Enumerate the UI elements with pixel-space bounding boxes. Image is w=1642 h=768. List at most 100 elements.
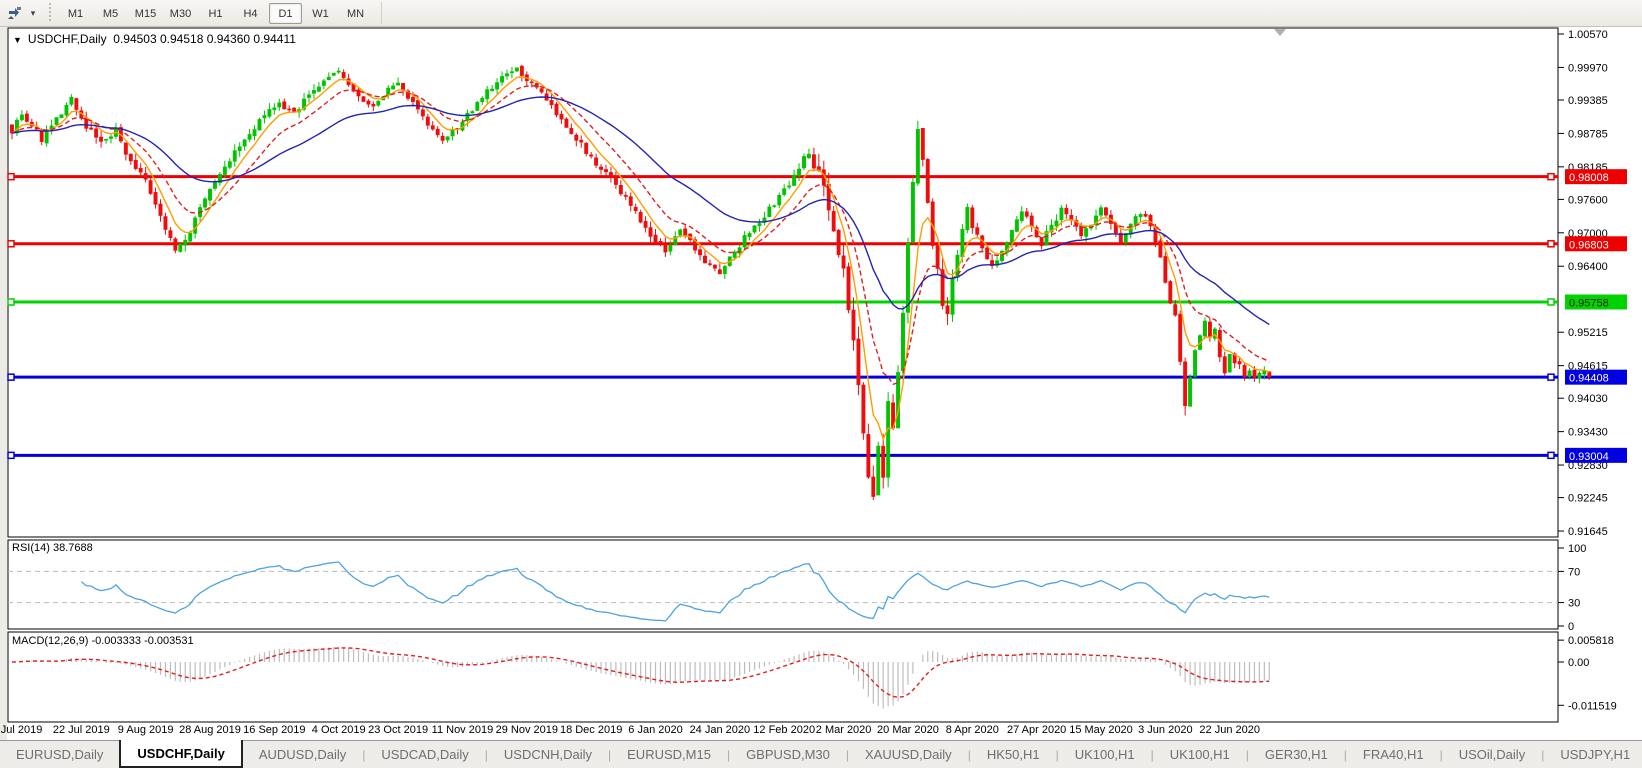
candle-body <box>282 101 287 110</box>
candle-body <box>391 85 396 90</box>
candle-body <box>539 88 544 93</box>
candle-body <box>901 312 905 372</box>
tab-eurusd-m15[interactable]: EURUSD,M15 <box>627 747 711 762</box>
line-handle[interactable] <box>1547 451 1555 460</box>
price-tick-label: 0.94615 <box>1568 361 1608 373</box>
tab-eurusd-daily[interactable]: EURUSD,Daily <box>16 747 104 762</box>
candle-body <box>925 159 930 203</box>
candle-body <box>693 239 698 251</box>
line-handle[interactable] <box>1547 240 1555 248</box>
candle-body <box>148 180 153 194</box>
candle-body <box>717 269 722 275</box>
timeframe-button-h4[interactable]: H4 <box>243 7 258 20</box>
candle-body <box>1227 354 1232 373</box>
tab-usdchf-daily[interactable]: USDCHF,Daily <box>119 740 243 768</box>
candle-body <box>712 264 717 269</box>
candle-body <box>861 384 866 434</box>
line-handle[interactable] <box>7 373 15 381</box>
candle-body <box>1212 328 1217 339</box>
line-handle[interactable] <box>1547 373 1555 381</box>
dropdown-arrow-icon[interactable]: ▾ <box>30 7 36 18</box>
candle-body <box>74 98 79 110</box>
tab-audusd-daily[interactable]: AUDUSD,Daily <box>258 747 347 762</box>
toolbar-grip[interactable] <box>47 3 52 23</box>
tab-gbpusd-m30[interactable]: GBPUSD,M30 <box>746 747 830 762</box>
candle-body <box>307 94 311 98</box>
candle-body <box>604 169 608 173</box>
line-handle[interactable] <box>7 240 15 248</box>
candle-body <box>128 153 133 162</box>
candle-body <box>910 181 915 243</box>
candle-body <box>1257 372 1262 379</box>
candle-body <box>584 142 589 154</box>
tab-xauusd-daily[interactable]: XAUUSD,Daily <box>865 747 952 762</box>
price-tick-label: 0.98785 <box>1568 128 1608 140</box>
line-price-badge <box>1565 169 1627 185</box>
line-handle[interactable] <box>7 451 15 460</box>
symbol-name: USDCHF,Daily <box>27 32 107 46</box>
candle-body <box>321 80 326 86</box>
tab-usoil-daily[interactable]: USOil,Daily <box>1458 747 1526 762</box>
candle-body <box>341 72 346 78</box>
candle-body <box>623 195 628 197</box>
candle-body <box>1084 228 1089 237</box>
chart-shift-marker-icon[interactable] <box>1274 29 1286 36</box>
candle-body <box>158 203 163 216</box>
tab-hk50-h1[interactable]: HK50,H1 <box>986 747 1040 762</box>
timeframe-button-mn[interactable]: MN <box>346 7 365 20</box>
candle-body <box>569 128 574 134</box>
candle-body <box>777 194 782 206</box>
candle-body <box>1000 250 1004 262</box>
price-tick-label: 0.95215 <box>1568 327 1608 339</box>
tab-uk100-h1[interactable]: UK100,H1 <box>1074 747 1135 762</box>
candle-body <box>1009 230 1014 244</box>
candle-body <box>564 118 569 128</box>
macd-panel-frame <box>7 631 1559 723</box>
collapse-triangle-icon[interactable]: ▼ <box>13 35 22 45</box>
date-label: 27 Apr 2020 <box>1006 724 1067 736</box>
timeframe-button-m15[interactable]: M15 <box>134 7 157 20</box>
line-handle[interactable] <box>7 172 15 181</box>
candle-body <box>648 227 653 237</box>
tab-ger30-h1[interactable]: GER30,H1 <box>1264 747 1328 762</box>
candle-body <box>1158 240 1163 258</box>
candle-body <box>975 227 980 235</box>
candle-body <box>1247 370 1252 377</box>
candle-body <box>44 130 49 144</box>
candle-body <box>1123 233 1128 243</box>
candle-body <box>1222 356 1227 374</box>
line-handle[interactable] <box>7 298 15 306</box>
candle-body <box>1252 369 1257 379</box>
timeframe-button-w1[interactable]: W1 <box>312 7 329 20</box>
candle-body <box>302 98 307 110</box>
timeframe-button-m1[interactable]: M1 <box>67 7 84 20</box>
candle-body <box>252 129 257 137</box>
symbol-ohlc-info[interactable]: ▼ USDCHF,Daily 0.94503 0.94518 0.94360 0.… <box>13 32 296 46</box>
candle-body <box>366 100 371 105</box>
mid-ma-line <box>11 85 1270 386</box>
macd-tick-label: 0.00 <box>1568 657 1589 669</box>
candle-body <box>1024 211 1029 217</box>
timeframe-button-h1[interactable]: H1 <box>208 7 223 20</box>
tab-uk100-h1[interactable]: UK100,H1 <box>1169 747 1230 762</box>
candle-body <box>846 266 851 311</box>
candle-body <box>628 196 633 206</box>
tab-usdcnh-daily[interactable]: USDCNH,Daily <box>503 747 593 762</box>
line-handle[interactable] <box>1547 298 1555 306</box>
chart-windows-icon[interactable] <box>5 3 27 23</box>
timeframe-button-m5[interactable]: M5 <box>102 7 119 20</box>
candle-body <box>465 112 470 121</box>
tab-usdcad-daily[interactable]: USDCAD,Daily <box>381 747 469 762</box>
line-handle[interactable] <box>1547 172 1555 181</box>
candle-body <box>183 239 188 246</box>
candle-body <box>1193 350 1197 377</box>
candle-body <box>1203 320 1207 337</box>
tab-usdjpy-h1[interactable]: USDJPY,H1 <box>1560 747 1631 762</box>
timeframe-button-d1[interactable]: D1 <box>269 2 302 24</box>
tab-divider: | <box>1150 747 1154 762</box>
tab-fra40-h1[interactable]: FRA40,H1 <box>1362 747 1424 762</box>
timeframe-button-m30[interactable]: M30 <box>169 7 192 20</box>
candle-body <box>163 216 168 230</box>
date-axis[interactable]: 3 Jul 2019 22 Jul 2019 9 Aug 2019 28 Aug 20… <box>0 724 1558 740</box>
